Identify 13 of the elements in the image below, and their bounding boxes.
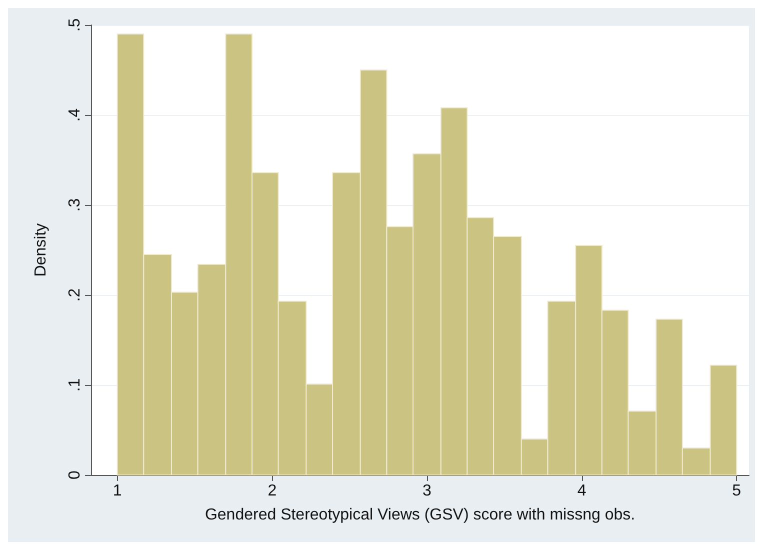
x-axis-title: Gendered Stereotypical Views (GSV) score with missng obs.: [204, 506, 636, 524]
y-tick-label: .2: [66, 288, 84, 302]
y-tick-label: 0: [66, 470, 84, 480]
x-tick-label: 4: [577, 482, 586, 500]
x-tick-label: 3: [422, 482, 432, 500]
x-tick-label: 1: [112, 482, 122, 500]
y-tick-label: .1: [66, 378, 84, 392]
y-tick-label: .5: [66, 18, 84, 32]
y-tick-label: .4: [66, 108, 84, 122]
x-tick-label: 2: [268, 482, 277, 500]
x-tick-label: 5: [732, 482, 742, 500]
y-tick-label: .3: [66, 198, 84, 212]
y-axis-title: Density: [32, 223, 50, 277]
